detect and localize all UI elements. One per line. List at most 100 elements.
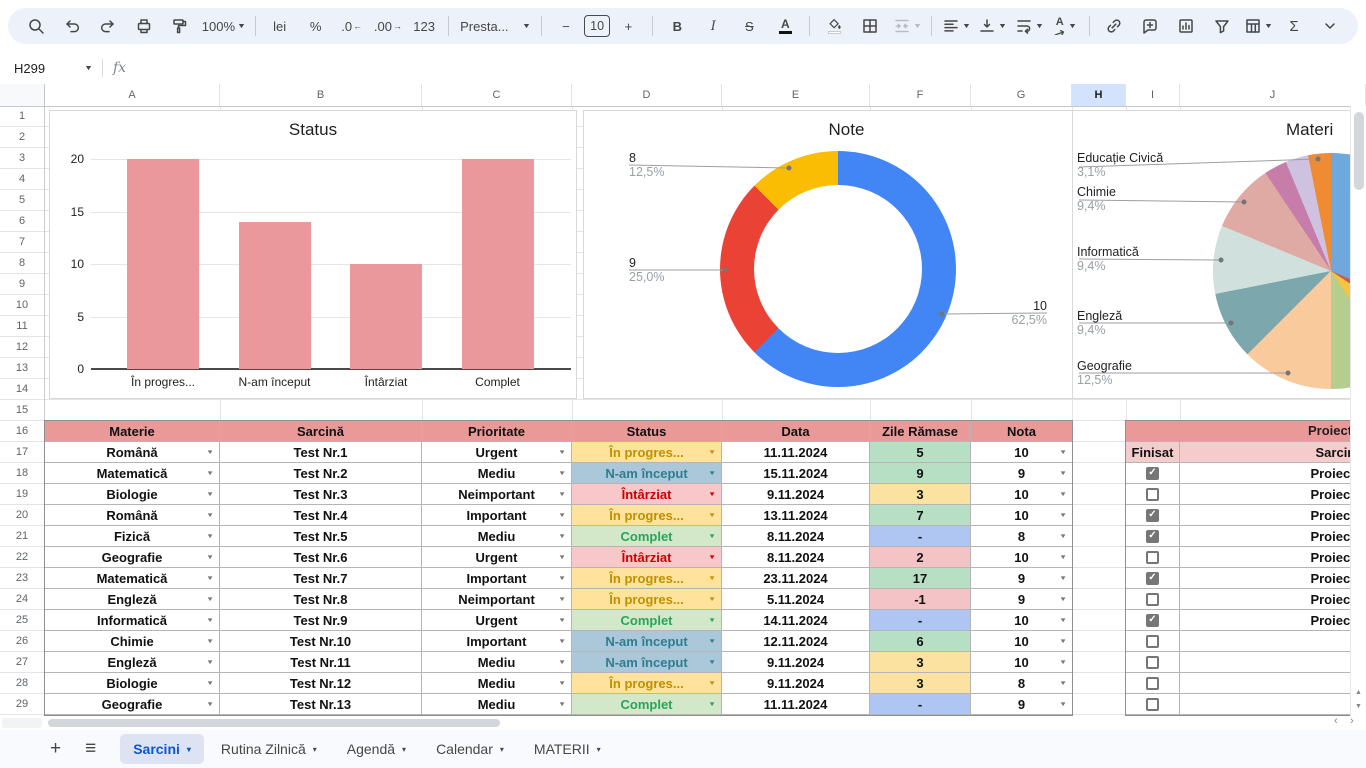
dropdown-arrow-icon[interactable]: ▼ xyxy=(206,532,214,539)
horizontal-align-button[interactable]: ▼ xyxy=(939,12,973,40)
row-header-12[interactable]: 12 xyxy=(0,337,44,358)
cell-materie[interactable]: Informatică▼ xyxy=(45,610,220,630)
row-header-6[interactable]: 6 xyxy=(0,211,44,232)
dropdown-arrow-icon[interactable]: ▼ xyxy=(206,469,214,476)
cell-materie[interactable]: Engleză▼ xyxy=(45,589,220,609)
cell-finisat[interactable] xyxy=(1126,505,1180,525)
row-header-25[interactable]: 25 xyxy=(0,610,44,631)
column-header-D[interactable]: D xyxy=(572,84,722,106)
sheet-tab-agendă[interactable]: Agendă▾ xyxy=(334,734,419,764)
dropdown-arrow-icon[interactable]: ▼ xyxy=(708,679,716,686)
dropdown-arrow-icon[interactable]: ▼ xyxy=(708,637,716,644)
cell-prioritate[interactable]: Mediu▼ xyxy=(422,694,572,714)
column-header-C[interactable]: C xyxy=(422,84,572,106)
dropdown-arrow-icon[interactable]: ▼ xyxy=(558,700,566,707)
cell-nota[interactable]: 10▼ xyxy=(971,547,1072,567)
cell-status[interactable]: N-am început▼ xyxy=(572,463,722,483)
dropdown-arrow-icon[interactable]: ▼ xyxy=(708,490,716,497)
formula-input[interactable] xyxy=(126,52,1366,84)
italic-button[interactable]: I xyxy=(696,12,730,40)
name-box[interactable]: H299 ▼ xyxy=(0,61,92,76)
search-button[interactable] xyxy=(19,12,53,40)
cell-data[interactable]: 23.11.2024 xyxy=(722,568,870,588)
collapse-toolbar-button[interactable] xyxy=(1313,12,1347,40)
vertical-scrollbar-thumb[interactable] xyxy=(1354,112,1364,190)
cell-sarcina-proiect[interactable]: Proiect N xyxy=(1180,463,1366,483)
sheet-tab-rutina-zilnică[interactable]: Rutina Zilnică▾ xyxy=(208,734,330,764)
cell-nota[interactable]: 10▼ xyxy=(971,505,1072,525)
checkbox[interactable] xyxy=(1146,530,1159,543)
bold-button[interactable]: B xyxy=(660,12,694,40)
checkbox[interactable] xyxy=(1146,551,1159,564)
dropdown-arrow-icon[interactable]: ▼ xyxy=(708,553,716,560)
cell-materie[interactable]: Română▼ xyxy=(45,505,220,525)
fill-color-button[interactable] xyxy=(817,12,851,40)
cell-data[interactable]: 13.11.2024 xyxy=(722,505,870,525)
checkbox[interactable] xyxy=(1146,677,1159,690)
cell-nota[interactable]: 9▼ xyxy=(971,463,1072,483)
font-family-select[interactable]: Presta... ▼ xyxy=(456,12,534,40)
cell-materie[interactable]: Biologie▼ xyxy=(45,673,220,693)
dropdown-arrow-icon[interactable]: ▼ xyxy=(206,490,214,497)
cell-zile[interactable]: 6 xyxy=(870,631,971,651)
cell-materie[interactable]: Geografie▼ xyxy=(45,547,220,567)
percent-format-button[interactable]: % xyxy=(299,12,333,40)
cell-materie[interactable]: Matematică▼ xyxy=(45,568,220,588)
dropdown-arrow-icon[interactable]: ▼ xyxy=(206,658,214,665)
cell-prioritate[interactable]: Mediu▼ xyxy=(422,463,572,483)
cell-sarcina[interactable]: Test Nr.10 xyxy=(220,631,422,651)
undo-button[interactable] xyxy=(55,12,89,40)
column-header-J[interactable]: J xyxy=(1180,84,1366,106)
insert-link-button[interactable] xyxy=(1097,12,1131,40)
cell-data[interactable]: 9.11.2024 xyxy=(722,652,870,672)
dropdown-arrow-icon[interactable]: ▼ xyxy=(708,469,716,476)
dropdown-arrow-icon[interactable]: ▼ xyxy=(558,595,566,602)
row-header-13[interactable]: 13 xyxy=(0,358,44,379)
dropdown-arrow-icon[interactable]: ▼ xyxy=(708,574,716,581)
row-header-7[interactable]: 7 xyxy=(0,232,44,253)
cell-sarcina[interactable]: Test Nr.5 xyxy=(220,526,422,546)
cell-data[interactable]: 8.11.2024 xyxy=(722,526,870,546)
chevron-down-icon[interactable]: ▾ xyxy=(402,745,406,754)
cell-sarcina[interactable]: Test Nr.8 xyxy=(220,589,422,609)
cell-prioritate[interactable]: Important▼ xyxy=(422,568,572,588)
dropdown-arrow-icon[interactable]: ▼ xyxy=(206,448,214,455)
checkbox[interactable] xyxy=(1146,488,1159,501)
dropdown-arrow-icon[interactable]: ▼ xyxy=(1059,679,1067,686)
cell-zile[interactable]: 17 xyxy=(870,568,971,588)
dropdown-arrow-icon[interactable]: ▼ xyxy=(558,448,566,455)
row-header-19[interactable]: 19 xyxy=(0,484,44,505)
row-header-16[interactable]: 16 xyxy=(0,421,44,442)
cell-zile[interactable]: - xyxy=(870,694,971,714)
cell-finisat[interactable] xyxy=(1126,673,1180,693)
cell-sarcina[interactable]: Test Nr.7 xyxy=(220,568,422,588)
cell-nota[interactable]: 9▼ xyxy=(971,589,1072,609)
cell-data[interactable]: 14.11.2024 xyxy=(722,610,870,630)
dropdown-arrow-icon[interactable]: ▼ xyxy=(558,553,566,560)
dropdown-arrow-icon[interactable]: ▼ xyxy=(1059,532,1067,539)
text-rotation-button[interactable]: A ▼ xyxy=(1048,12,1082,40)
cell-zile[interactable]: 3 xyxy=(870,652,971,672)
cell-status[interactable]: În progres...▼ xyxy=(572,568,722,588)
dropdown-arrow-icon[interactable]: ▼ xyxy=(1059,574,1067,581)
sheet-tab-calendar[interactable]: Calendar▾ xyxy=(423,734,517,764)
insert-chart-button[interactable] xyxy=(1169,12,1203,40)
dropdown-arrow-icon[interactable]: ▼ xyxy=(558,469,566,476)
cell-nota[interactable]: 10▼ xyxy=(971,652,1072,672)
column-header-A[interactable]: A xyxy=(45,84,220,106)
dropdown-arrow-icon[interactable]: ▼ xyxy=(558,574,566,581)
cell-prioritate[interactable]: Important▼ xyxy=(422,505,572,525)
all-sheets-menu-button[interactable]: ≡ xyxy=(85,738,96,760)
cell-nota[interactable]: 9▼ xyxy=(971,568,1072,588)
cell-sarcina[interactable]: Test Nr.2 xyxy=(220,463,422,483)
cell-sarcina-proiect[interactable]: Proiect N xyxy=(1180,505,1366,525)
dropdown-arrow-icon[interactable]: ▼ xyxy=(206,574,214,581)
cell-finisat[interactable] xyxy=(1126,652,1180,672)
chevron-down-icon[interactable]: ▾ xyxy=(597,745,601,754)
dropdown-arrow-icon[interactable]: ▼ xyxy=(1059,553,1067,560)
cell-status[interactable]: N-am început▼ xyxy=(572,631,722,651)
cell-sarcina-proiect[interactable]: Proiect N xyxy=(1180,484,1366,504)
cell-finisat[interactable] xyxy=(1126,484,1180,504)
dropdown-arrow-icon[interactable]: ▼ xyxy=(1059,448,1067,455)
checkbox[interactable] xyxy=(1146,572,1159,585)
